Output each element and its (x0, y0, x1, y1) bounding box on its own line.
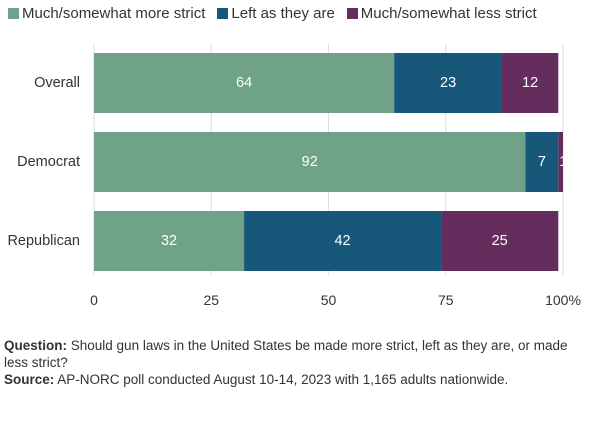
bar-democrat-much-somewhat-less-strict (558, 132, 563, 192)
category-label-republican: Republican (7, 233, 80, 249)
legend-swatch-more-strict (8, 7, 19, 19)
data-label-republican-much-somewhat-more-strict: 32 (161, 233, 177, 249)
bar-democrat-left-as-they-are (525, 132, 559, 192)
question-note: Question: Should gun laws in the United … (4, 337, 589, 371)
bars (94, 53, 563, 271)
legend-item-more-strict: Much/somewhat more strict (8, 5, 205, 22)
source-label: Source: (4, 372, 55, 387)
data-label-overall-much-somewhat-more-strict: 64 (236, 75, 252, 91)
data-label-overall-left-as-they-are: 23 (440, 75, 456, 91)
question-text: Should gun laws in the United States be … (4, 338, 568, 370)
bar-republican-much-somewhat-more-strict (94, 211, 245, 271)
x-tick-label-100: 100% (545, 292, 581, 308)
question-label: Question: (4, 338, 67, 353)
stacked-bar-chart: 64 23 12 92 7 1 32 42 25 Overall Democrat Republic… (7, 44, 581, 308)
legend-item-left-as-they-are: Left as they are (217, 4, 335, 22)
data-label-democrat-much-somewhat-more-strict: 92 (302, 154, 318, 170)
x-tick-label-75: 75 (438, 292, 454, 308)
data-label-republican-much-somewhat-less-strict: 25 (492, 233, 508, 249)
category-label-overall: Overall (34, 75, 80, 91)
legend-label-more-strict: Much/somewhat more strict (22, 4, 206, 22)
source-note: Source: AP-NORC poll conducted August 10… (4, 371, 589, 388)
x-axis-tick-labels: 0 25 50 75 100% (90, 292, 581, 308)
legend-item-less-strict: Much/somewhat less strict (346, 4, 537, 22)
data-label-republican-left-as-they-are: 42 (334, 233, 350, 249)
x-tick-label-25: 25 (203, 292, 219, 308)
data-labels: 64 23 12 92 7 1 32 42 25 (161, 75, 567, 249)
legend-swatch-less-strict (346, 7, 358, 19)
data-label-overall-much-somewhat-less-strict: 12 (522, 75, 538, 91)
legend-label-left-as-they-are: Left as they are (231, 4, 335, 22)
bar-democrat-much-somewhat-more-strict (94, 132, 526, 192)
x-tick-label-0: 0 (90, 292, 98, 308)
legend-swatch-left-as-they-are (217, 7, 229, 19)
data-label-democrat-much-somewhat-less-strict: 1 (559, 154, 567, 170)
bar-republican-left-as-they-are (244, 211, 442, 271)
legend: Much/somewhat more strict Left as they a… (8, 3, 549, 23)
bar-republican-much-somewhat-less-strict (441, 211, 559, 271)
bar-overall-much-somewhat-less-strict (502, 53, 559, 113)
legend-label-less-strict: Much/somewhat less strict (360, 4, 537, 22)
source-text: AP-NORC poll conducted August 10-14, 202… (57, 372, 509, 387)
category-label-democrat: Democrat (17, 154, 80, 170)
data-label-democrat-left-as-they-are: 7 (538, 154, 546, 170)
bar-overall-left-as-they-are (394, 53, 503, 113)
x-tick-label-50: 50 (321, 292, 337, 308)
chart-notes: Question: Should gun laws in the United … (4, 337, 589, 388)
category-labels: Overall Democrat Republican (7, 75, 80, 249)
bar-overall-much-somewhat-more-strict (94, 53, 395, 113)
